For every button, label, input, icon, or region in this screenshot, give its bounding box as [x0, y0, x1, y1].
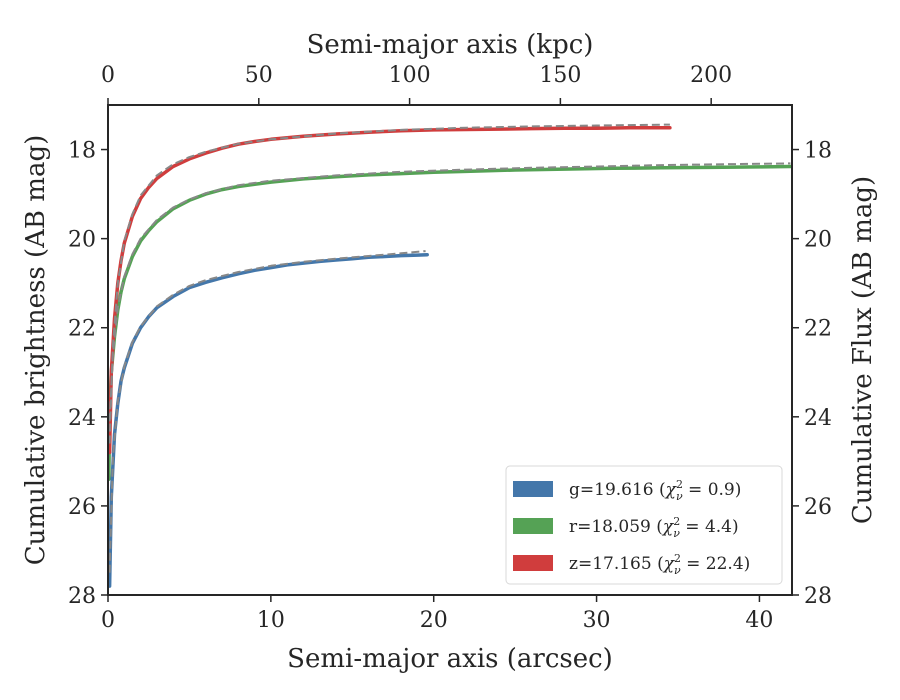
x-top-tick-label: 150	[539, 63, 581, 88]
legend-label-z: z=17.165 (χ2 ν = 22.4)	[569, 552, 750, 577]
x-axis-title: Semi-major axis (arcsec)	[287, 644, 613, 674]
series-z-line	[107, 125, 672, 455]
x-tick-label: 20	[420, 608, 448, 633]
plot-frame	[107, 104, 793, 596]
y-right-tick-label: 20	[804, 228, 832, 253]
y-tick-label: 24	[68, 406, 96, 431]
y-right-axis-title: Cumulative Flux (AB mag)	[848, 176, 878, 524]
y-tick-label: 22	[68, 317, 96, 342]
legend: g=19.616 (χ2 ν = 0.9) r=18.059 (χ2 ν = 4.4)…	[505, 465, 783, 585]
series-g-line	[107, 252, 429, 588]
x-tick-label: 0	[101, 608, 115, 633]
x-top-tick-label: 200	[690, 63, 732, 88]
y-right-tick-label: 26	[804, 495, 832, 520]
model-line-r	[108, 162, 791, 422]
y-tick-label: 28	[68, 584, 96, 609]
model-layer	[108, 123, 791, 573]
y-right-tick-label: 18	[804, 139, 832, 164]
y-tick-label: 18	[68, 139, 96, 164]
y-tick-label: 26	[68, 495, 96, 520]
legend-swatch-g	[513, 481, 553, 497]
model-line-z	[108, 123, 670, 444]
y-right-tick-label: 22	[804, 317, 832, 342]
legend-label-r: r=18.059 (χ2 ν = 4.4)	[569, 515, 739, 540]
y-right-tick-label: 24	[804, 406, 832, 431]
x-tick-label: 40	[745, 608, 773, 633]
legend-swatch-r	[513, 518, 553, 534]
model-line-g	[108, 250, 426, 573]
legend-swatch-z	[513, 555, 553, 571]
x-tick-label: 10	[257, 608, 285, 633]
y-tick-label: 20	[68, 228, 96, 253]
y-right-tick-label: 28	[804, 584, 832, 609]
x-tick-label: 30	[583, 608, 611, 633]
x-top-tick-label: 0	[101, 63, 115, 88]
x-top-tick-label: 100	[389, 63, 431, 88]
ticks-layer: 0 10 20 30 40 0 50 100 150 200 18 18 20 20 22 22 24 24 26 2…	[68, 63, 832, 633]
legend-frame	[505, 465, 783, 585]
x-top-tick-label: 50	[245, 63, 273, 88]
x-top-axis-title: Semi-major axis (kpc)	[307, 30, 594, 60]
legend-label-g: g=19.616 (χ2 ν = 0.9)	[569, 478, 741, 503]
series-r-line	[107, 164, 793, 481]
y-axis-title: Cumulative brightness (AB mag)	[21, 135, 51, 566]
